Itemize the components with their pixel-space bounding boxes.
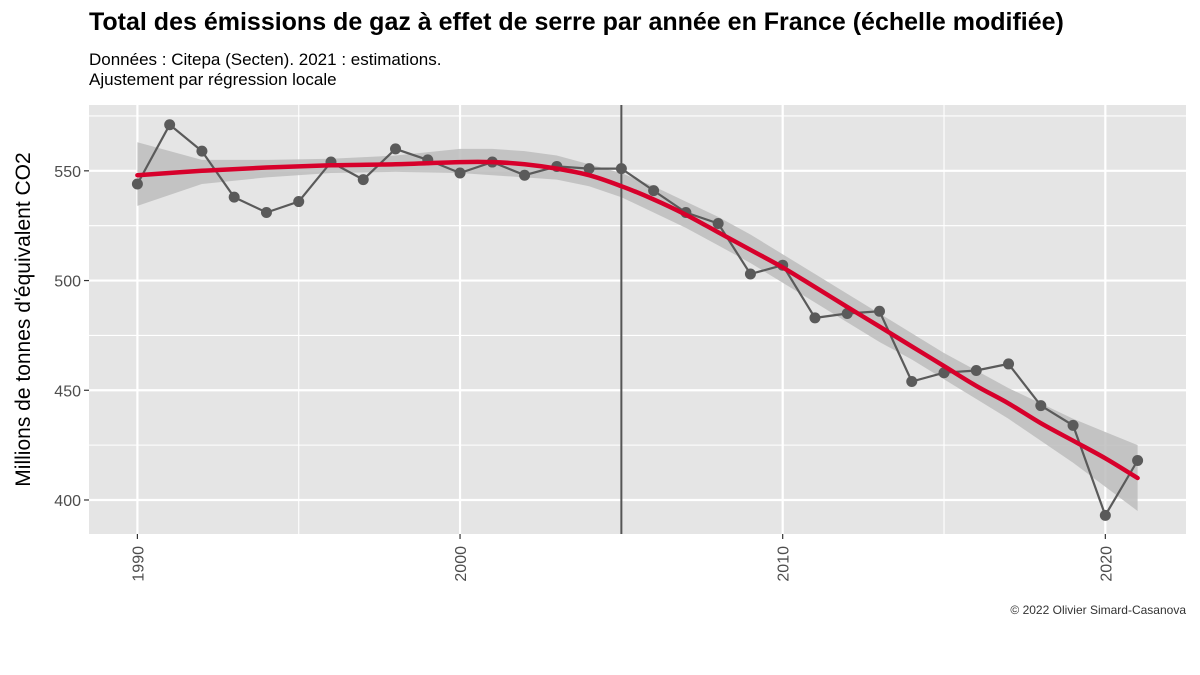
data-point [519, 169, 531, 181]
x-tick-label: 2010 [776, 546, 793, 582]
y-tick-label: 400 [54, 493, 81, 510]
chart-title: Total des émissions de gaz à effet de se… [89, 8, 1064, 36]
data-point [390, 143, 402, 155]
data-point [1035, 400, 1047, 412]
data-point [1132, 454, 1144, 466]
data-point [228, 191, 240, 203]
x-tick-label: 2000 [453, 546, 470, 582]
data-point [615, 163, 627, 175]
data-point [1067, 419, 1079, 431]
data-point [260, 207, 272, 219]
chart-subtitle-line2: Ajustement par régression locale [89, 70, 337, 89]
data-point [131, 178, 143, 190]
data-point [293, 196, 305, 208]
data-point [357, 174, 369, 186]
data-point [1099, 509, 1111, 521]
data-point [196, 145, 208, 157]
data-point [164, 119, 176, 131]
data-point [873, 305, 885, 317]
x-tick-label: 1990 [130, 546, 147, 582]
data-point [744, 268, 756, 280]
data-point [648, 185, 660, 197]
x-axis-ticks: 1990 2000 2010 2020 [130, 534, 1115, 582]
data-point [583, 163, 595, 175]
x-tick-label: 2020 [1098, 546, 1115, 582]
confidence-band [137, 142, 1138, 512]
y-axis-ticks: 400 450 500 550 [54, 164, 89, 510]
y-axis-title: Millions de tonnes d'équivalent CO2 [12, 152, 35, 486]
data-point [906, 375, 918, 387]
data-point [712, 217, 724, 229]
data-point [970, 365, 982, 377]
y-tick-label: 450 [54, 383, 81, 400]
chart-subtitle-line1: Données : Citepa (Secten). 2021 : estima… [89, 50, 442, 69]
data-point [809, 312, 821, 324]
data-point [454, 167, 466, 179]
loess-fit-line [135, 159, 1140, 481]
copyright-caption: © 2022 Olivier Simard-Casanova [1010, 603, 1186, 617]
y-tick-label: 500 [54, 274, 81, 291]
data-point [1003, 358, 1015, 370]
y-tick-label: 550 [54, 164, 81, 181]
